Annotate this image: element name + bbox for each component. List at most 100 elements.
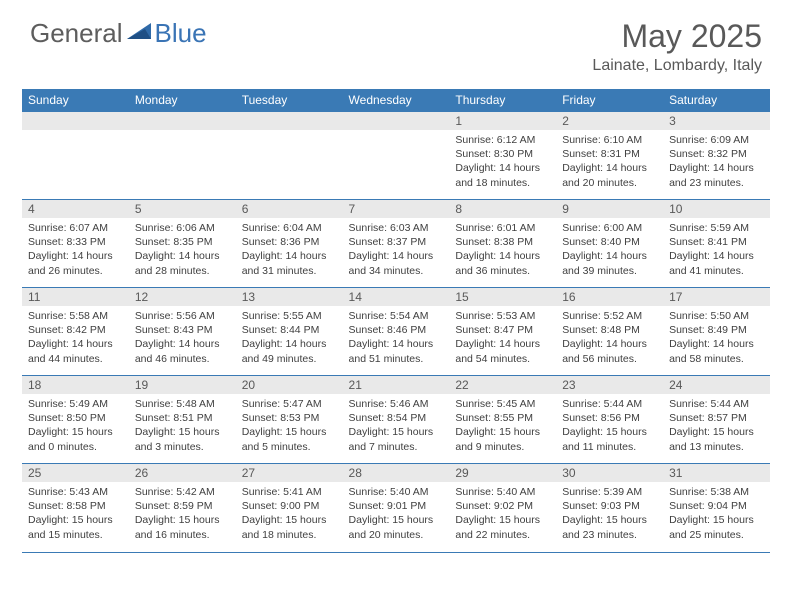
daylight-line: Daylight: 14 hours and 28 minutes.	[135, 250, 220, 276]
day-cell: 6Sunrise: 6:04 AMSunset: 8:36 PMDaylight…	[236, 200, 343, 288]
day-number: 12	[129, 288, 236, 306]
sunset-line: Sunset: 8:48 PM	[562, 324, 640, 336]
day-cell: 21Sunrise: 5:46 AMSunset: 8:54 PMDayligh…	[343, 376, 450, 464]
day-number: 23	[556, 376, 663, 394]
week-row: 1Sunrise: 6:12 AMSunset: 8:30 PMDaylight…	[22, 112, 770, 200]
daylight-line: Daylight: 15 hours and 11 minutes.	[562, 426, 647, 452]
sunrise-line: Sunrise: 5:52 AM	[562, 310, 642, 322]
day-cell	[236, 112, 343, 200]
day-cell	[129, 112, 236, 200]
daylight-line: Daylight: 15 hours and 13 minutes.	[669, 426, 754, 452]
week-row: 25Sunrise: 5:43 AMSunset: 8:58 PMDayligh…	[22, 464, 770, 552]
day-data: Sunrise: 5:52 AMSunset: 8:48 PMDaylight:…	[556, 306, 663, 370]
day-data: Sunrise: 5:39 AMSunset: 9:03 PMDaylight:…	[556, 482, 663, 546]
day-cell: 29Sunrise: 5:40 AMSunset: 9:02 PMDayligh…	[449, 464, 556, 552]
sunset-line: Sunset: 8:40 PM	[562, 236, 640, 248]
dow-mon: Monday	[129, 89, 236, 112]
sunset-line: Sunset: 8:56 PM	[562, 412, 640, 424]
day-number: 4	[22, 200, 129, 218]
day-data: Sunrise: 5:56 AMSunset: 8:43 PMDaylight:…	[129, 306, 236, 370]
day-number: 9	[556, 200, 663, 218]
day-data: Sunrise: 5:47 AMSunset: 8:53 PMDaylight:…	[236, 394, 343, 458]
sunset-line: Sunset: 8:51 PM	[135, 412, 213, 424]
day-data: Sunrise: 5:44 AM Sunset: 8:56 PM Daylight:…	[556, 394, 663, 458]
daylight-line: Daylight: 14 hours and 51 minutes.	[349, 338, 434, 364]
day-number: 14	[343, 288, 450, 306]
sunset-line: Sunset: 8:46 PM	[349, 324, 427, 336]
day-number: 1	[449, 112, 556, 130]
daylight-line: Daylight: 15 hours and 18 minutes.	[242, 514, 327, 540]
sunrise-line: Sunrise: 5:55 AM	[242, 310, 322, 322]
sunset-line: Sunset: 8:36 PM	[242, 236, 320, 248]
day-number: 5	[129, 200, 236, 218]
day-number: 8	[449, 200, 556, 218]
dow-sun: Sunday	[22, 89, 129, 112]
sunset-line: Sunset: 8:35 PM	[135, 236, 213, 248]
daylight-line: Daylight: 15 hours and 25 minutes.	[669, 514, 754, 540]
day-number: 27	[236, 464, 343, 482]
sunrise-line: Sunrise: 5:54 AM	[349, 310, 429, 322]
page-title: May 2025	[592, 18, 762, 55]
sunset-line: Sunset: 8:49 PM	[669, 324, 747, 336]
day-data: Sunrise: 5:54 AM Sunset: 8:46 PM Daylight:…	[343, 306, 450, 370]
sunrise-line: Sunrise: 6:07 AM	[28, 222, 108, 234]
sunrise-line: Sunrise: 5:56 AM	[135, 310, 215, 322]
day-data: Sunrise: 5:46 AMSunset: 8:54 PMDaylight:…	[343, 394, 450, 458]
day-cell: 12Sunrise: 5:56 AMSunset: 8:43 PMDayligh…	[129, 288, 236, 376]
sunrise-line: Sunrise: 5:44 AM	[562, 398, 642, 410]
day-cell	[343, 112, 450, 200]
day-number: 25	[22, 464, 129, 482]
day-number: 31	[663, 464, 770, 482]
daylight-line: Daylight: 14 hours and 41 minutes.	[669, 250, 754, 276]
sunrise-line: Sunrise: 6:10 AM	[562, 134, 642, 146]
day-cell: 14 Sunrise: 5:54 AM Sunset: 8:46 PM Dayligh…	[343, 288, 450, 376]
day-cell: 25Sunrise: 5:43 AMSunset: 8:58 PMDayligh…	[22, 464, 129, 552]
daylight-line: Daylight: 14 hours and 20 minutes.	[562, 162, 647, 188]
dow-tue: Tuesday	[236, 89, 343, 112]
day-number: 2	[556, 112, 663, 130]
day-number: 22	[449, 376, 556, 394]
daylight-line: Daylight: 14 hours and 23 minutes.	[669, 162, 754, 188]
sunset-line: Sunset: 8:57 PM	[669, 412, 747, 424]
sunrise-line: Sunrise: 5:48 AM	[135, 398, 215, 410]
sunrise-line: Sunrise: 6:09 AM	[669, 134, 749, 146]
day-data: Sunrise: 6:03 AMSunset: 8:37 PMDaylight:…	[343, 218, 450, 282]
week-row: 18Sunrise: 5:49 AMSunset: 8:50 PMDayligh…	[22, 376, 770, 464]
day-data: Sunrise: 6:00 AMSunset: 8:40 PMDaylight:…	[556, 218, 663, 282]
day-number: 11	[22, 288, 129, 306]
sunrise-line: Sunrise: 5:44 AM	[669, 398, 749, 410]
week-row: 4Sunrise: 6:07 AMSunset: 8:33 PMDaylight…	[22, 200, 770, 288]
daylight-line: Daylight: 14 hours and 31 minutes.	[242, 250, 327, 276]
sunset-line: Sunset: 8:54 PM	[349, 412, 427, 424]
day-cell: 22Sunrise: 5:45 AMSunset: 8:55 PMDayligh…	[449, 376, 556, 464]
logo-text-general: General	[30, 18, 123, 49]
day-number-empty	[236, 112, 343, 130]
day-data: Sunrise: 5:55 AMSunset: 8:44 PMDaylight:…	[236, 306, 343, 370]
dow-wed: Wednesday	[343, 89, 450, 112]
sunrise-line: Sunrise: 5:53 AM	[455, 310, 535, 322]
day-cell: 1Sunrise: 6:12 AMSunset: 8:30 PMDaylight…	[449, 112, 556, 200]
sunrise-line: Sunrise: 6:04 AM	[242, 222, 322, 234]
day-cell: 7Sunrise: 6:03 AMSunset: 8:37 PMDaylight…	[343, 200, 450, 288]
logo-triangle-icon	[127, 21, 153, 46]
day-number: 29	[449, 464, 556, 482]
day-number: 21	[343, 376, 450, 394]
sunrise-line: Sunrise: 5:40 AM	[455, 486, 535, 498]
day-data: Sunrise: 5:43 AMSunset: 8:58 PMDaylight:…	[22, 482, 129, 546]
day-cell: 31Sunrise: 5:38 AMSunset: 9:04 PMDayligh…	[663, 464, 770, 552]
sunset-line: Sunset: 8:43 PM	[135, 324, 213, 336]
day-number: 19	[129, 376, 236, 394]
sunrise-line: Sunrise: 5:58 AM	[28, 310, 108, 322]
bottom-rule	[22, 552, 770, 553]
daylight-line: Daylight: 15 hours and 20 minutes.	[349, 514, 434, 540]
sunrise-line: Sunrise: 5:59 AM	[669, 222, 749, 234]
sunrise-line: Sunrise: 5:50 AM	[669, 310, 749, 322]
day-number-empty	[22, 112, 129, 130]
day-data-empty	[22, 130, 129, 185]
day-number: 18	[22, 376, 129, 394]
day-number: 16	[556, 288, 663, 306]
sunset-line: Sunset: 9:04 PM	[669, 500, 747, 512]
daylight-line: Daylight: 14 hours and 36 minutes.	[455, 250, 540, 276]
sunrise-line: Sunrise: 5:47 AM	[242, 398, 322, 410]
day-data: Sunrise: 6:04 AM Sunset: 8:36 PM Daylight:…	[236, 218, 343, 282]
